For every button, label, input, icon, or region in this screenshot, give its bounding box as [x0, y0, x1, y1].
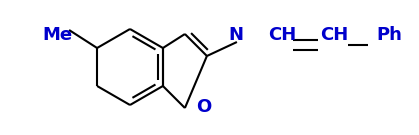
- Text: Ph: Ph: [376, 26, 402, 44]
- Text: CH: CH: [268, 26, 296, 44]
- Text: CH: CH: [320, 26, 348, 44]
- Text: O: O: [196, 98, 211, 116]
- Text: Me: Me: [42, 26, 72, 44]
- Text: N: N: [228, 26, 243, 44]
